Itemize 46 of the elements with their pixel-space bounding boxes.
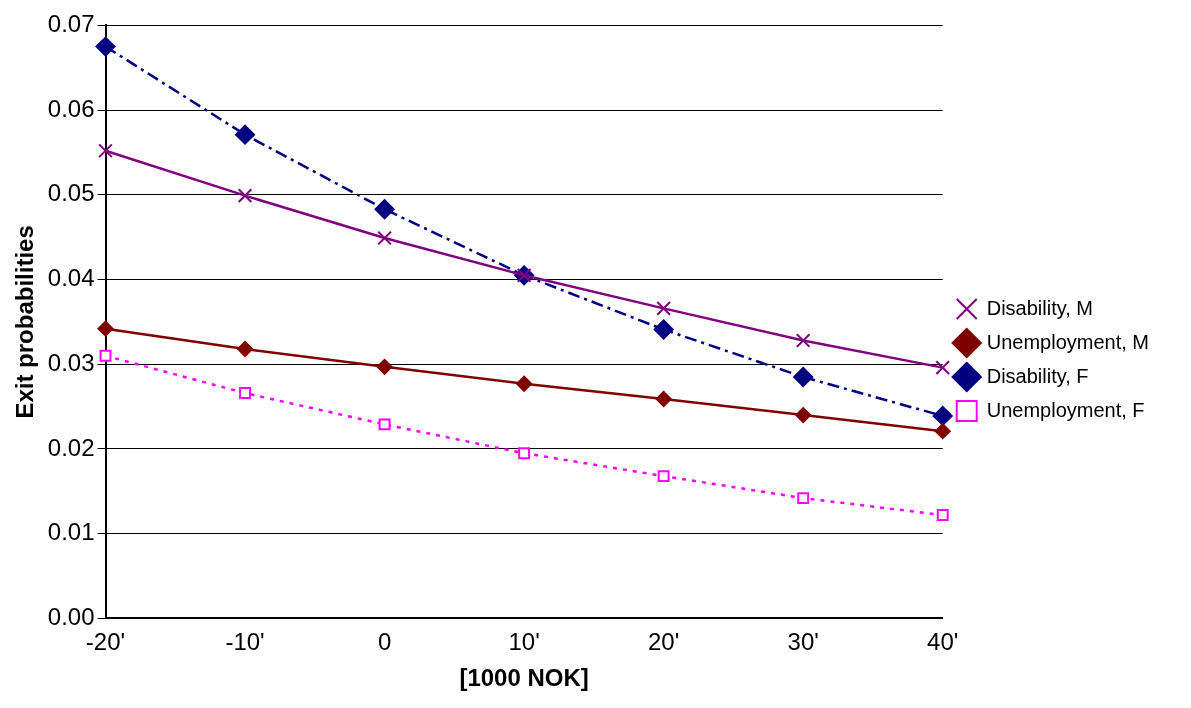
point (934, 423, 951, 440)
point (239, 387, 251, 400)
point (235, 124, 256, 145)
point (795, 407, 812, 424)
legend-label: Unemployment, M (986, 330, 1150, 353)
point (237, 188, 253, 204)
legend-label: Unemployment, F (986, 398, 1145, 421)
x-tick-label: 0 (377, 628, 392, 656)
point (98, 143, 113, 159)
x-tick-label: -10' (225, 628, 265, 656)
point (376, 358, 393, 375)
point (653, 319, 674, 340)
point (97, 320, 114, 337)
y-axis-title: Exit probabilities (11, 225, 39, 419)
y-tick-label: 0.04 (47, 264, 95, 292)
point (95, 36, 116, 57)
point (237, 341, 254, 358)
y-tick-label: 0.02 (47, 433, 95, 461)
x-tick-label: -20' (85, 628, 126, 656)
point (936, 509, 949, 521)
point (656, 300, 672, 316)
x-tick-label: 30' (787, 628, 819, 656)
x-tick-label: 10' (508, 628, 540, 656)
point (518, 447, 531, 460)
point (516, 375, 533, 392)
x-tick-label: 40' (927, 628, 959, 656)
x-tick-label: 20' (648, 628, 680, 656)
y-tick-label: 0.03 (47, 348, 95, 376)
y-tick-label: 0.00 (47, 603, 95, 631)
point (793, 366, 814, 387)
point (377, 230, 392, 246)
x-axis-title: [1000 NOK] (459, 664, 589, 692)
point (378, 418, 391, 431)
point (795, 333, 811, 348)
point (374, 199, 395, 220)
point (657, 470, 670, 483)
point (935, 360, 951, 376)
point (655, 390, 672, 407)
legend-label: Disability, M (986, 296, 1094, 319)
y-tick-label: 0.06 (47, 94, 95, 122)
point (797, 492, 810, 505)
y-tick-label: 0.07 (47, 10, 95, 38)
point (932, 405, 953, 426)
legend-label: Disability, F (986, 364, 1089, 387)
y-tick-label: 0.05 (47, 179, 95, 207)
y-tick-label: 0.01 (47, 518, 95, 546)
